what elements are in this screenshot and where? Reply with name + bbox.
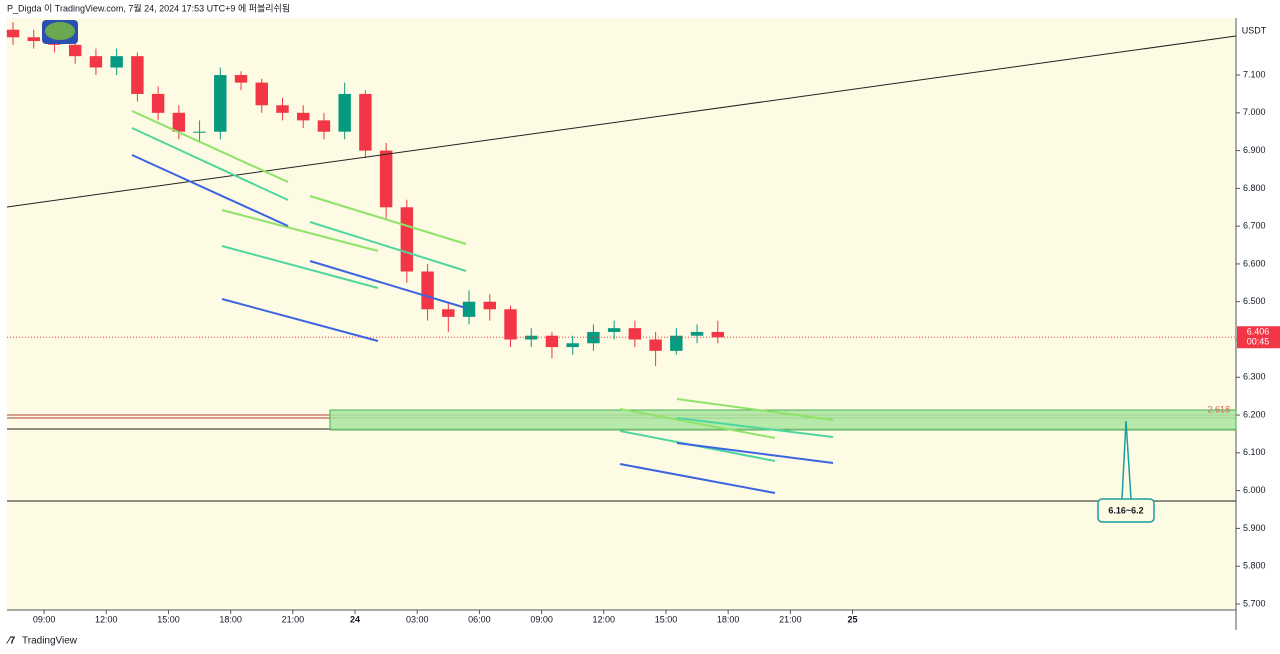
fib-label: 2.618 [1207,404,1230,414]
y-tick-label: 6.900 [1243,145,1266,155]
channel-line [676,417,834,438]
y-tick-label: 6.300 [1243,372,1266,382]
x-tick-label: 06:00 [468,614,491,624]
channel-line [221,209,379,252]
drawings [6,35,1237,523]
x-tick-label: 18:00 [717,614,740,624]
channel-line [676,442,834,464]
y-tick-label: 6.800 [1243,183,1266,193]
channel-line [131,154,289,227]
y-tick-label: 5.800 [1243,561,1266,571]
candle-body [359,93,372,151]
candle-body [338,93,351,132]
x-tick-label: 12:00 [95,614,118,624]
candle-body [214,75,227,132]
avatar [42,20,78,44]
x-tick-label: 15:00 [655,614,678,624]
candle-body [151,93,165,113]
candle-body [525,335,538,340]
x-tick-label: 15:00 [157,614,180,624]
callout-label: 6.16~6.2 [1108,505,1143,515]
callout-box [1097,498,1155,523]
candle-body [628,328,642,340]
price-tag-label: 6.406 [1247,327,1270,337]
candle-body [379,150,393,208]
countdown-label: 00:45 [1247,337,1270,347]
x-tick-label: 21:00 [282,614,305,624]
channel-line [309,221,467,272]
candle-body [545,335,559,348]
x-tick-label: 03:00 [406,614,429,624]
y-tick-label: 7.100 [1243,69,1266,79]
channel-line [309,260,467,309]
plot-area [7,18,1236,610]
x-tick-label: 09:00 [530,614,553,624]
candle-body [296,112,310,121]
candle-body [6,29,20,38]
candle-body [276,105,289,113]
candle-body [690,331,704,336]
currency-label: USDT [1242,25,1267,35]
x-tick-label: 24 [350,614,360,624]
candle-body [68,44,82,57]
candle-body [462,301,476,317]
y-tick-label: 6.500 [1243,296,1266,306]
x-tick-label: 12:00 [593,614,616,624]
candle-body [421,271,434,310]
channel-line [131,127,289,201]
channel-line [221,298,379,342]
y-tick-label: 5.900 [1243,523,1266,533]
y-tick-label: 6.700 [1243,221,1266,231]
trend-line [6,35,1237,208]
candle-body [711,331,725,338]
header: P_Digda 이 TradingView.com, 7월 24, 2024 1… [7,2,290,13]
y-tick-label: 6.600 [1243,258,1266,268]
candle-body [483,301,496,310]
y-tick-label: 6.100 [1243,447,1266,457]
candle-body [172,112,186,132]
candle-body [255,82,268,106]
channel-line [221,245,379,289]
price-tag [1237,326,1280,349]
candle-body [400,207,414,272]
candle-body [89,56,103,68]
footer-logo: ⁄7 [6,636,16,647]
callout-pointer [1121,420,1132,500]
candle-body [649,339,662,351]
channel-line [676,398,834,421]
y-tick-label: 6.000 [1243,485,1266,495]
candle-body [566,343,579,348]
candle-body [317,120,331,132]
y-tick-label: 7.000 [1243,107,1266,117]
candle-body [27,37,40,42]
candle-body [110,56,123,68]
avatar-face [45,22,75,40]
candle-body [607,328,621,332]
channel-line [619,408,776,439]
x-tick-label: 25 [848,614,858,624]
candle-body [442,309,455,317]
candle-body [131,56,144,94]
candle-body [670,335,683,351]
candle-body [193,131,206,133]
y-tick-label: 5.700 [1243,598,1266,608]
channel-line [131,110,289,183]
x-tick-label: 21:00 [779,614,802,624]
candle-body [234,75,248,83]
candle-body [504,309,517,340]
x-tick-label: 09:00 [33,614,56,624]
candle-body [587,331,600,344]
channel-line [309,195,467,245]
channel-line [619,463,776,494]
y-tick-label: 6.200 [1243,409,1266,419]
x-tick-label: 18:00 [219,614,242,624]
footer: TradingView [22,636,78,647]
